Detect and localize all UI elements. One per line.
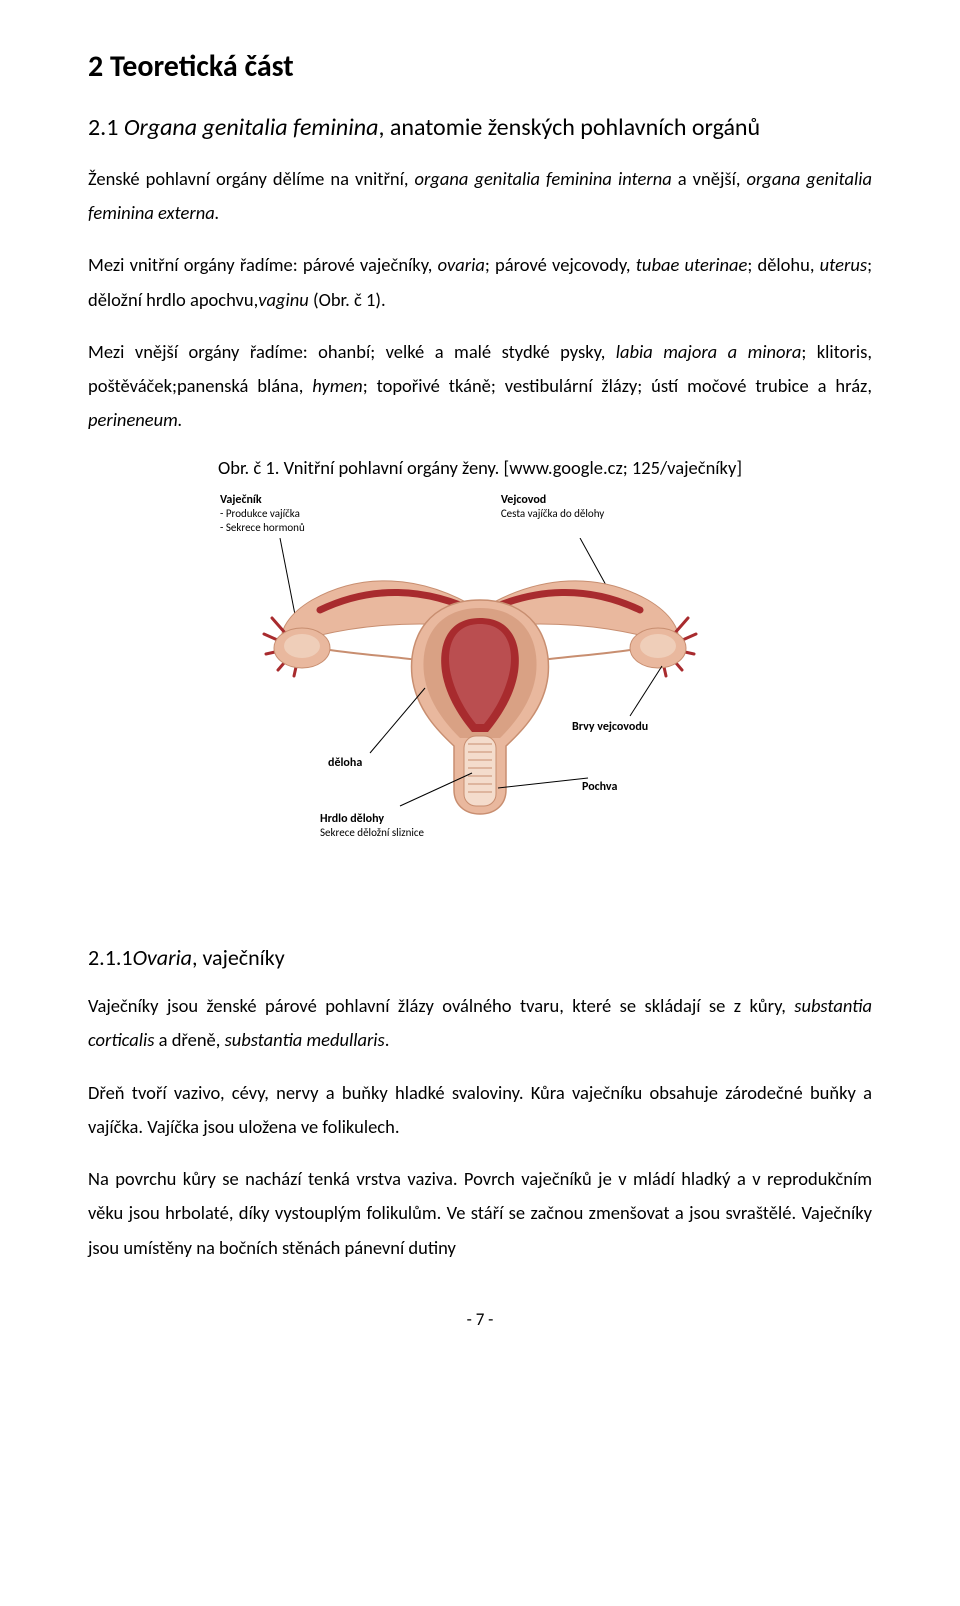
label-deloha: děloha [328,756,362,770]
figure-caption: Obr. č 1. Vnitřní pohlavní orgány ženy. … [88,456,872,479]
h3-plain: , vaječníky [192,944,285,971]
label-vajecnik: Vaječník [220,493,459,507]
anatomy-diagram [220,538,740,828]
paragraph-5: Dřeň tvoří vazivo, cévy, nervy a buňky h… [88,1076,872,1144]
heading-1: 2 Teoretická část [88,48,872,85]
figure-1: Vaječník - Produkce vajíčka - Sekrece ho… [220,493,740,909]
paragraph-2: Mezi vnitřní orgány řadíme: párové vaječ… [88,248,872,316]
paragraph-4: Vaječníky jsou ženské párové pohlavní žl… [88,989,872,1057]
label-hrdlo-sub: Sekrece děložní sliznice [320,826,424,841]
label-vajecnik-sub2: - Sekrece hormonů [220,521,459,536]
h2-plain: , anatomie ženských pohlavních orgánů [378,113,760,142]
h3-number: 2.1.1 [88,944,133,971]
label-hrdlo: Hrdlo dělohy [320,812,424,826]
label-brvy: Brvy vejcovodu [572,720,648,734]
paragraph-6: Na povrchu kůry se nachází tenká vrstva … [88,1162,872,1265]
h3-italic: Ovaria [133,944,192,971]
page-number: - 7 - [88,1309,872,1330]
figure-top-labels: Vaječník - Produkce vajíčka - Sekrece ho… [220,493,740,537]
heading-3: 2.1.1Ovaria, vaječníky [88,944,872,971]
paragraph-3: Mezi vnější orgány řadíme: ohanbí; velké… [88,335,872,438]
label-vejcovod: Vejcovod [501,493,740,507]
h2-number: 2.1 [88,113,124,142]
label-vejcovod-sub: Cesta vajíčka do dělohy [501,507,740,522]
label-vajecnik-sub1: - Produkce vajíčka [220,507,459,522]
label-pochva: Pochva [582,780,617,794]
h2-italic: Organa genitalia feminina [124,113,379,142]
heading-2: 2.1 Organa genitalia feminina, anatomie … [88,113,872,142]
figure-bottom-labels: děloha Brvy vejcovodu Pochva Hrdlo děloh… [220,828,740,908]
paragraph-1: Ženské pohlavní orgány dělíme na vnitřní… [88,162,872,230]
